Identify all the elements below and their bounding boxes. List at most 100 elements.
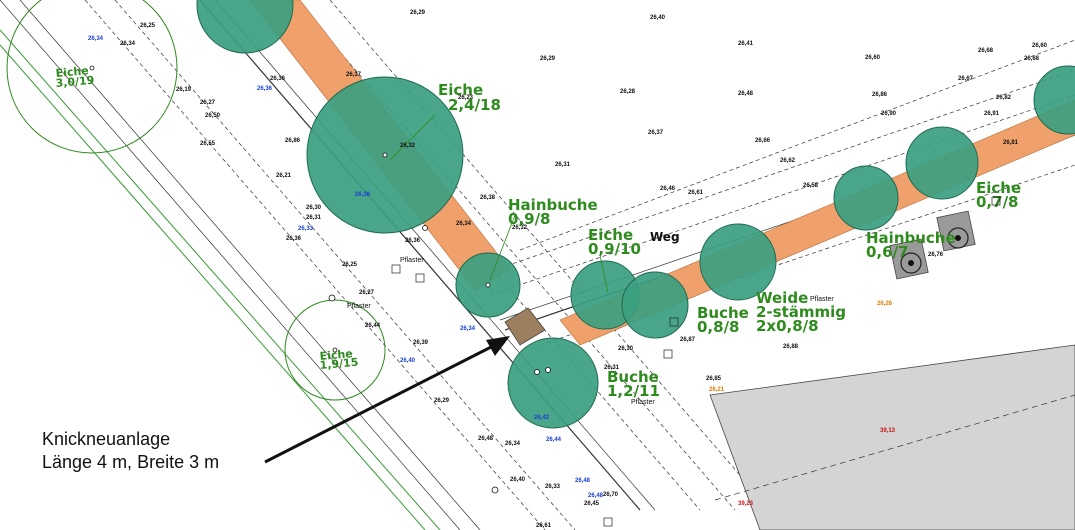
svg-text:26,27: 26,27 [359, 290, 375, 296]
svg-text:26,33: 26,33 [545, 484, 561, 490]
spot-heights-blue: 26,34 26,36 26,38 26,33 26,34 26,40 26,4… [88, 36, 604, 499]
label-leaders [389, 114, 609, 294]
tree-canopy-weide [699, 223, 777, 301]
svg-text:26,34: 26,34 [505, 441, 521, 447]
svg-text:26,55: 26,55 [200, 141, 216, 147]
svg-text:26,27: 26,27 [200, 100, 216, 106]
svg-text:39,23: 39,23 [738, 501, 754, 507]
svg-text:26,31: 26,31 [306, 215, 322, 221]
svg-text:26,40: 26,40 [400, 358, 416, 364]
svg-text:26,23: 26,23 [458, 95, 474, 101]
survey-symbols [391, 196, 1001, 527]
svg-text:26,32: 26,32 [512, 225, 528, 231]
svg-text:26,60: 26,60 [1032, 43, 1048, 49]
annotation-line-1: Knickneuanlage [42, 429, 170, 449]
svg-text:26,30: 26,30 [618, 346, 634, 352]
tree-label-eiche-3-0-species: Eiche [55, 64, 89, 80]
svg-text:26,19: 26,19 [176, 87, 192, 93]
svg-text:26,85: 26,85 [706, 376, 722, 382]
svg-text:26,21: 26,21 [276, 173, 292, 179]
svg-text:26,34: 26,34 [88, 36, 104, 42]
tree-label-eiche-2-4-size: 2,4/18 [448, 96, 501, 114]
tree-outlines [6, 0, 386, 401]
tree-outline-eiche-1-9 [284, 299, 386, 401]
tree-label-hainbuche-0-6-size: 0,6/7 [866, 243, 909, 261]
svg-text:26,86: 26,86 [872, 92, 888, 98]
tree-label-eiche-0-7-size: 0,7/8 [976, 193, 1019, 211]
svg-text:26,81: 26,81 [1003, 140, 1019, 146]
tree-label-buche-0-8-species: Buche [697, 304, 749, 322]
spot-heights-red: 39,13 39,23 [738, 428, 896, 507]
manholes [889, 210, 976, 280]
tree-label-eiche-0-9-species: Eiche [588, 226, 633, 244]
svg-text:26,76: 26,76 [928, 252, 944, 258]
svg-text:26,91: 26,91 [984, 111, 1000, 117]
tree-label-hainbuche-species: Hainbuche [508, 196, 598, 214]
svg-text:26,25: 26,25 [342, 262, 358, 268]
tree-label-eiche-3-0-size: 3,0/19 [55, 74, 95, 90]
svg-text:26,21: 26,21 [709, 387, 725, 393]
svg-text:26,90: 26,90 [881, 111, 897, 117]
svg-text:26,48: 26,48 [588, 493, 604, 499]
pflaster-label-1: Pflaster [400, 257, 424, 264]
svg-text:26,50: 26,50 [205, 113, 221, 119]
tree-label-hainbuche-size: 0,9/8 [508, 210, 551, 228]
svg-text:26,46: 26,46 [660, 186, 676, 192]
new-planting-area [504, 307, 546, 346]
spot-heights: 26,29 26,40 26,41 26,60 26,25 26,34 26,2… [120, 10, 1048, 529]
svg-text:26,31: 26,31 [604, 365, 620, 371]
svg-text:26,61: 26,61 [688, 190, 704, 196]
building-dashed-line [714, 394, 1075, 501]
spot-heights-orange: 26,21 26,26 [709, 301, 893, 393]
svg-text:26,86: 26,86 [285, 138, 301, 144]
svg-text:26,38: 26,38 [480, 195, 496, 201]
svg-text:26,61: 26,61 [536, 523, 552, 529]
tree-label-eiche-0-9-size: 0,9/10 [588, 240, 641, 258]
tree-label-eiche-2-4-species: Eiche [438, 81, 483, 99]
svg-text:26,67: 26,67 [958, 76, 974, 82]
svg-text:26,37: 26,37 [648, 130, 664, 136]
svg-text:26,34: 26,34 [456, 221, 472, 227]
pflaster-label-3: Pflaster [631, 399, 655, 406]
svg-text:26,48: 26,48 [738, 91, 754, 97]
svg-text:26,32: 26,32 [400, 143, 416, 149]
svg-text:26,33: 26,33 [298, 226, 314, 232]
svg-text:26,29: 26,29 [410, 10, 426, 16]
svg-text:26,36: 26,36 [405, 238, 421, 244]
svg-text:26,88: 26,88 [783, 344, 799, 350]
svg-text:26,34: 26,34 [120, 41, 136, 47]
tree-labels: Eiche 3,0/19 Eiche 2,4/18 Hainbuche 0,9/… [55, 64, 1021, 400]
svg-text:26,30: 26,30 [306, 205, 322, 211]
svg-text:26,41: 26,41 [738, 41, 754, 47]
tree-canopy-hainbuche-0-6 [833, 165, 899, 231]
tree-label-buche-1-2-species: Buche [607, 368, 659, 386]
svg-text:26,36: 26,36 [270, 76, 286, 82]
svg-text:26,68: 26,68 [1024, 56, 1040, 62]
svg-text:26,40: 26,40 [510, 477, 526, 483]
pflaster-label-2: Pflaster [347, 303, 371, 310]
tree-label-weide-extra: 2x0,8/8 [756, 317, 819, 335]
svg-text:26,39: 26,39 [413, 340, 429, 346]
svg-text:26,48: 26,48 [575, 478, 591, 484]
svg-text:26,34: 26,34 [460, 326, 476, 332]
path-label: Weg [650, 230, 680, 244]
svg-text:26,87: 26,87 [680, 337, 696, 343]
boundary-lines [0, 29, 441, 530]
svg-text:26,66: 26,66 [755, 138, 771, 144]
svg-text:26,42: 26,42 [534, 415, 550, 421]
pflaster-label-4: Pflaster [810, 296, 834, 303]
svg-text:26,26: 26,26 [877, 301, 893, 307]
svg-text:26,28: 26,28 [620, 89, 636, 95]
svg-text:26,82: 26,82 [996, 95, 1012, 101]
annotation-arrow [264, 336, 510, 464]
tree-outline-eiche-3-0 [6, 0, 178, 154]
svg-text:26,58: 26,58 [803, 183, 819, 189]
svg-text:26,44: 26,44 [546, 437, 562, 443]
tree-label-hainbuche-0-6-species: Hainbuche [866, 229, 956, 247]
svg-text:26,62: 26,62 [780, 158, 796, 164]
svg-text:26,48: 26,48 [478, 436, 494, 442]
building [709, 344, 1075, 530]
svg-text:26,38: 26,38 [355, 192, 371, 198]
tree-label-weide-species: Weide [756, 289, 808, 307]
svg-text:26,60: 26,60 [865, 55, 881, 61]
